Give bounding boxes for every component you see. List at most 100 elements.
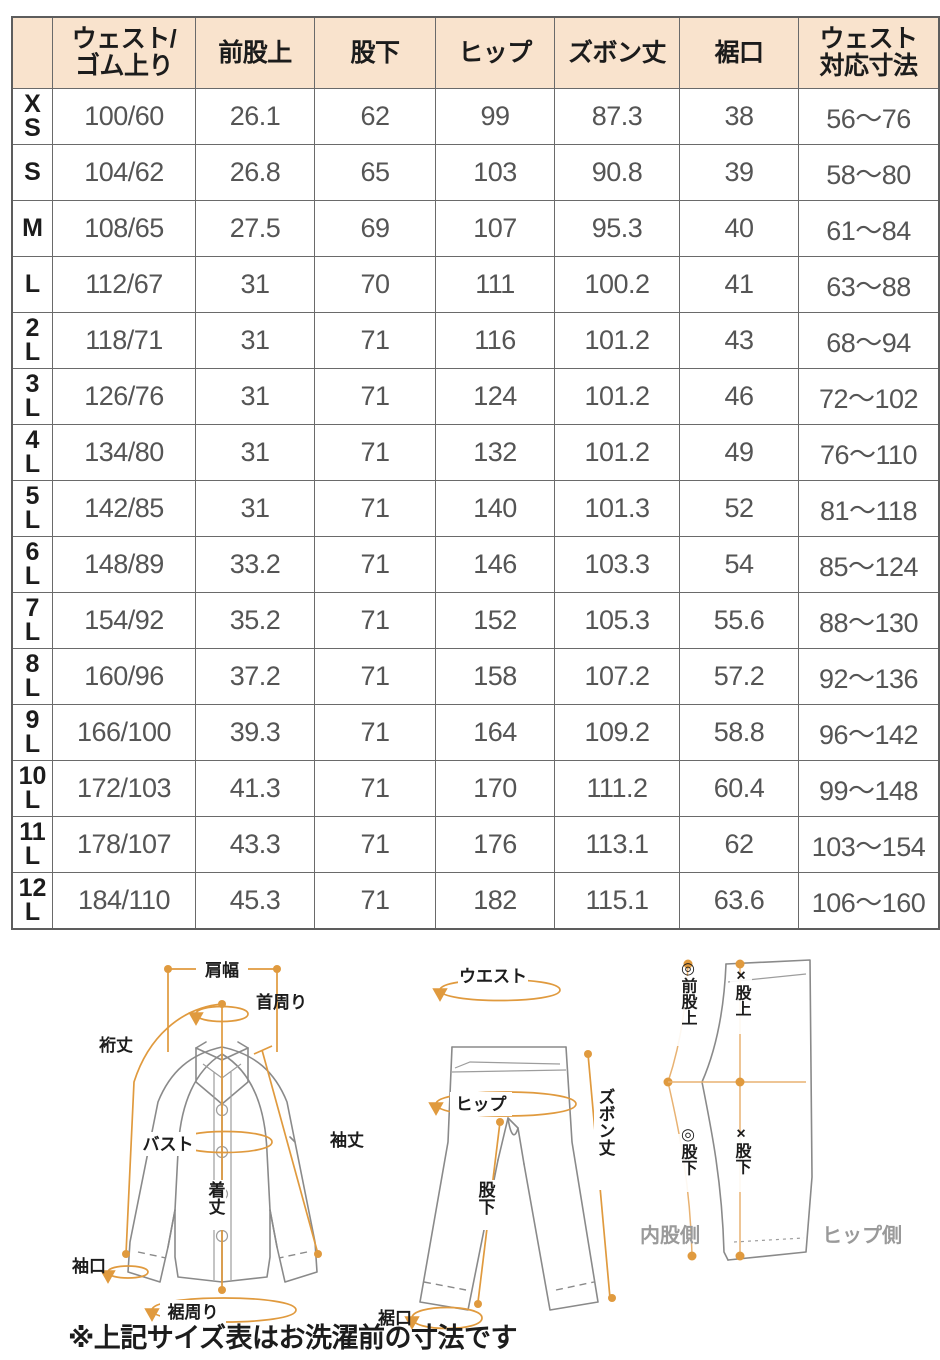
label-neck-circumference: 首周り (256, 992, 307, 1012)
table-cell: 103 (435, 144, 555, 201)
label-bust: バスト (143, 1135, 194, 1154)
header-line: ズボン丈 (567, 38, 667, 67)
table-header-row: ウェスト/ ゴム上り 前股上 股下 ヒップ ズボン丈 裾口 (11, 16, 940, 89)
size-label-part: 3 (25, 369, 40, 398)
size-label-part: L (24, 505, 41, 534)
size-table-body: X S 100/60 26.1 62 99 87.3 38 56〜76 S 104/62 26.8 65… (11, 88, 940, 930)
pants-diagram: ウエスト ヒップ ズボン丈 股下 裾口 (377, 964, 616, 1330)
label-rise-x: ×股上 (733, 968, 752, 1017)
size-label-stack: 11 L (13, 819, 52, 870)
table-cell: 182 (435, 872, 555, 930)
size-label-part: 10 (18, 761, 47, 790)
table-cell: 108/65 (52, 200, 196, 257)
table-cell: 62 (314, 88, 436, 145)
table-cell: 124 (435, 368, 555, 425)
table-cell: 88〜130 (798, 592, 940, 649)
table-cell: 35.2 (195, 592, 315, 649)
table-row: 11 L 178/107 43.3 71 176 113.1 62 103〜154 (11, 816, 940, 873)
table-cell: 71 (314, 872, 436, 930)
table-cell: 61〜84 (798, 200, 940, 257)
table-row: 8 L 160/96 37.2 71 158 107.2 57.2 92〜136 (11, 648, 940, 705)
label-inner-thigh-side: 内股側 (640, 1223, 700, 1247)
size-label-part: 12 (18, 873, 47, 902)
table-cell: 154/92 (52, 592, 196, 649)
table-cell: 71 (314, 480, 436, 537)
table-cell: 26.1 (195, 88, 315, 145)
table-cell: 71 (314, 592, 436, 649)
rise-diagram: ◎前股上 ×股上 ◎股下 ×股下 内股側 ヒップ側 (640, 959, 902, 1261)
table-cell: 104/62 (52, 144, 196, 201)
table-cell: 38 (679, 88, 799, 145)
table-cell: 100.2 (554, 256, 680, 313)
table-cell: 71 (314, 312, 436, 369)
table-row: L 112/67 31 70 111 100.2 41 63〜88 (11, 256, 940, 313)
label-hem-opening: 裾口 (377, 1309, 412, 1328)
table-cell: 111.2 (554, 760, 680, 817)
table-cell: 57.2 (679, 648, 799, 705)
table-row: 6 L 148/89 33.2 71 146 103.3 54 85〜124 (11, 536, 940, 593)
size-label-part: L (24, 897, 41, 926)
shirt-diagram: 肩幅 首周り 裄丈 バスト 袖丈 着丈 (71, 957, 364, 1324)
table-cell: 40 (679, 200, 799, 257)
table-cell: 55.6 (679, 592, 799, 649)
table-cell: 132 (435, 424, 555, 481)
table-cell: 70 (314, 256, 436, 313)
table-cell: 31 (195, 424, 315, 481)
footer-note: ※上記サイズ表はお洗濯前の寸法です (68, 1323, 517, 1353)
table-row: M 108/65 27.5 69 107 95.3 40 61〜84 (11, 200, 940, 257)
table-cell: 49 (679, 424, 799, 481)
table-cell: 31 (195, 480, 315, 537)
header-line: ウェスト (819, 25, 918, 53)
table-cell: 31 (195, 256, 315, 313)
header-waist-fit: ウェスト 対応寸法 (798, 16, 940, 89)
table-cell: 92〜136 (798, 648, 940, 705)
size-label-part: L (24, 269, 41, 298)
table-cell: 69 (314, 200, 436, 257)
table-cell: 146 (435, 536, 555, 593)
table-cell: 140 (435, 480, 555, 537)
table-cell: 166/100 (52, 704, 196, 761)
size-label-part: 7 (25, 593, 40, 622)
table-cell: 111 (435, 256, 555, 313)
table-cell: 103.3 (554, 536, 680, 593)
size-label-part: L (24, 841, 41, 870)
table-cell: 96〜142 (798, 704, 940, 761)
size-label-part: L (24, 729, 41, 758)
size-label-part: L (24, 785, 41, 814)
table-cell: 58.8 (679, 704, 799, 761)
table-cell: 71 (314, 424, 436, 481)
table-cell: 26.8 (195, 144, 315, 201)
size-label-stack: L (13, 269, 52, 298)
table-cell: 101.2 (554, 312, 680, 369)
table-row: S 104/62 26.8 65 103 90.8 39 58〜80 (11, 144, 940, 201)
size-label-cell: L (11, 256, 53, 313)
table-cell: 112/67 (52, 256, 196, 313)
size-label-cell: 10 L (11, 760, 53, 817)
table-cell: 116 (435, 312, 555, 369)
label-sleeve-length: 袖丈 (329, 1130, 364, 1150)
size-label-cell: 11 L (11, 816, 53, 873)
label-inseam-x: ×股下 (733, 1126, 752, 1176)
table-cell: 100/60 (52, 88, 196, 145)
table-cell: 71 (314, 536, 436, 593)
table-cell: 56〜76 (798, 88, 940, 145)
table-row: 10 L 172/103 41.3 71 170 111.2 60.4 99〜148 (11, 760, 940, 817)
table-cell: 52 (679, 480, 799, 537)
table-cell: 71 (314, 704, 436, 761)
header-line: ヒップ (458, 38, 532, 67)
table-cell: 71 (314, 816, 436, 873)
table-cell: 142/85 (52, 480, 196, 537)
label-shoulder-width: 肩幅 (205, 960, 239, 980)
header-line: ウェスト/ (71, 25, 177, 53)
size-label-part: M (22, 213, 43, 242)
table-cell: 115.1 (554, 872, 680, 930)
